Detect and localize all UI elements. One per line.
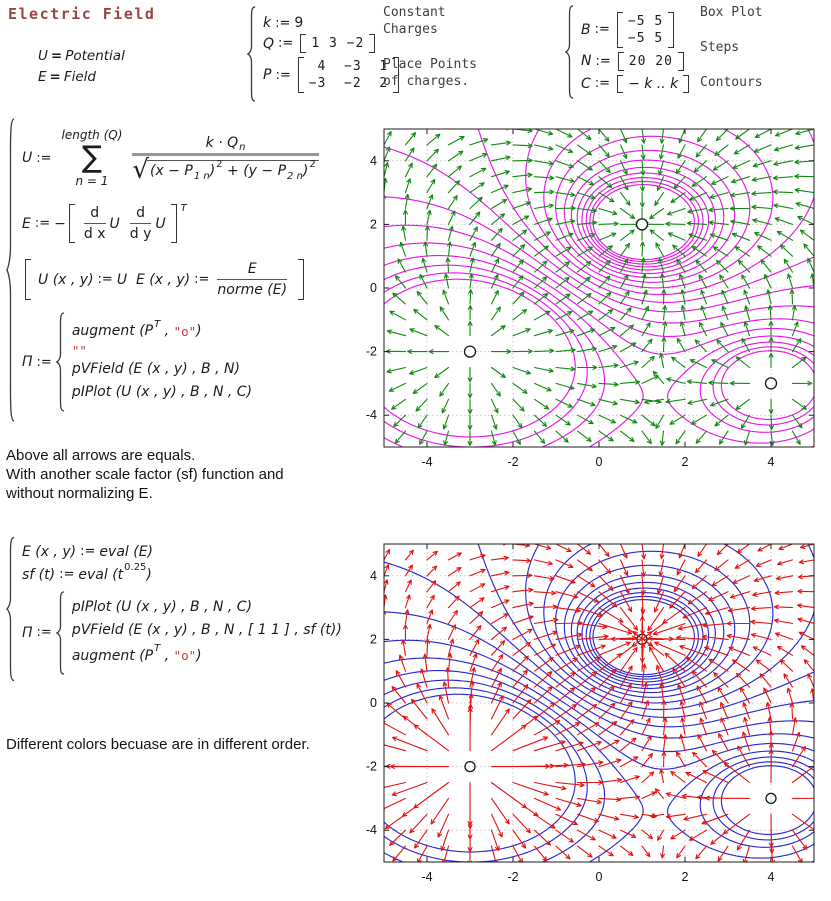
comment-contours[interactable]: Contours: [700, 75, 763, 90]
p-definition: P:= 4 −3 1 −3 −2 2: [263, 57, 402, 93]
left-brace: [56, 591, 65, 675]
pi-plot-list-formula-2: Π:= pIPlot (U (x , y) , B , N , C) pVFie…: [22, 591, 342, 675]
c-definition: C:= − k .. k: [581, 74, 692, 93]
svg-text:4: 4: [370, 569, 377, 583]
svg-text:-4: -4: [421, 455, 432, 469]
n-definition: N:= 20 20: [581, 51, 692, 71]
sf-formula: sf (t):= eval (t 0.25): [22, 562, 152, 583]
comment-box-plot[interactable]: Box Plot: [700, 5, 763, 20]
k-definition: k:= 9: [263, 15, 304, 31]
svg-text:-4: -4: [366, 823, 377, 837]
left-brace: [6, 116, 15, 424]
charges-definition-region[interactable]: k:= 9 Q:= 1 3 −2 P:= 4 −3 1 −3 −2 2: [247, 6, 402, 102]
left-brace: [56, 312, 65, 412]
left-brace: [565, 5, 574, 99]
svg-text:4: 4: [370, 154, 377, 168]
second-formula-region[interactable]: E (x , y):= eval (E) sf (t):= eval (t 0.25)…: [6, 536, 342, 682]
note-equal-arrows[interactable]: Above all arrows are equals. With anothe…: [6, 447, 284, 502]
plot-settings-region[interactable]: B:= −5 5 −5 5 N:= 20 20 C:= − k .. k: [565, 5, 692, 99]
b-definition: B:= −5 5 −5 5: [581, 11, 692, 48]
svg-text:0: 0: [370, 281, 377, 295]
global-definitions[interactable]: U = Potential E = Field: [38, 46, 125, 88]
svg-text:0: 0: [596, 870, 603, 884]
svg-text:-2: -2: [366, 760, 377, 774]
svg-text:-2: -2: [507, 455, 518, 469]
svg-text:4: 4: [768, 455, 775, 469]
normalized-field-contour-plot[interactable]: -4 -2 0 2 4 -4 -2 0 2 4: [350, 116, 830, 473]
svg-text:2: 2: [682, 455, 689, 469]
svg-text:2: 2: [682, 870, 689, 884]
svg-text:2: 2: [370, 632, 377, 646]
pi-plot-list-formula: Π:= augment (P T , "o") "" pVField (E (x …: [22, 312, 323, 412]
note-different-colors[interactable]: Different colors becuase are in differen…: [6, 736, 310, 753]
scaled-field-contour-plot[interactable]: -4 -2 0 2 4 -4 -2 0 2 4: [350, 531, 830, 888]
comment-place-points[interactable]: Place Points of charges.: [383, 57, 477, 89]
def-u: U = Potential: [38, 48, 125, 64]
left-brace: [6, 536, 15, 682]
comment-steps[interactable]: Steps: [700, 40, 740, 55]
def-e: E = Field: [38, 69, 96, 85]
page-title: Electric Field: [8, 5, 156, 23]
svg-text:0: 0: [596, 455, 603, 469]
svg-text:4: 4: [768, 870, 775, 884]
svg-text:0: 0: [370, 696, 377, 710]
e-eval-formula: E (x , y):= eval (E): [22, 543, 154, 560]
svg-text:2: 2: [370, 217, 377, 231]
svg-text:-4: -4: [366, 408, 377, 422]
comment-constant-charges[interactable]: Constant Charges: [383, 5, 446, 37]
q-definition: Q:= 1 3 −2: [263, 34, 402, 53]
svg-text:-2: -2: [507, 870, 518, 884]
svg-text:-2: -2: [366, 345, 377, 359]
left-brace: [247, 6, 256, 102]
svg-text:-4: -4: [421, 870, 432, 884]
sum-symbol: length (Q) ∑ n = 1: [61, 128, 123, 188]
